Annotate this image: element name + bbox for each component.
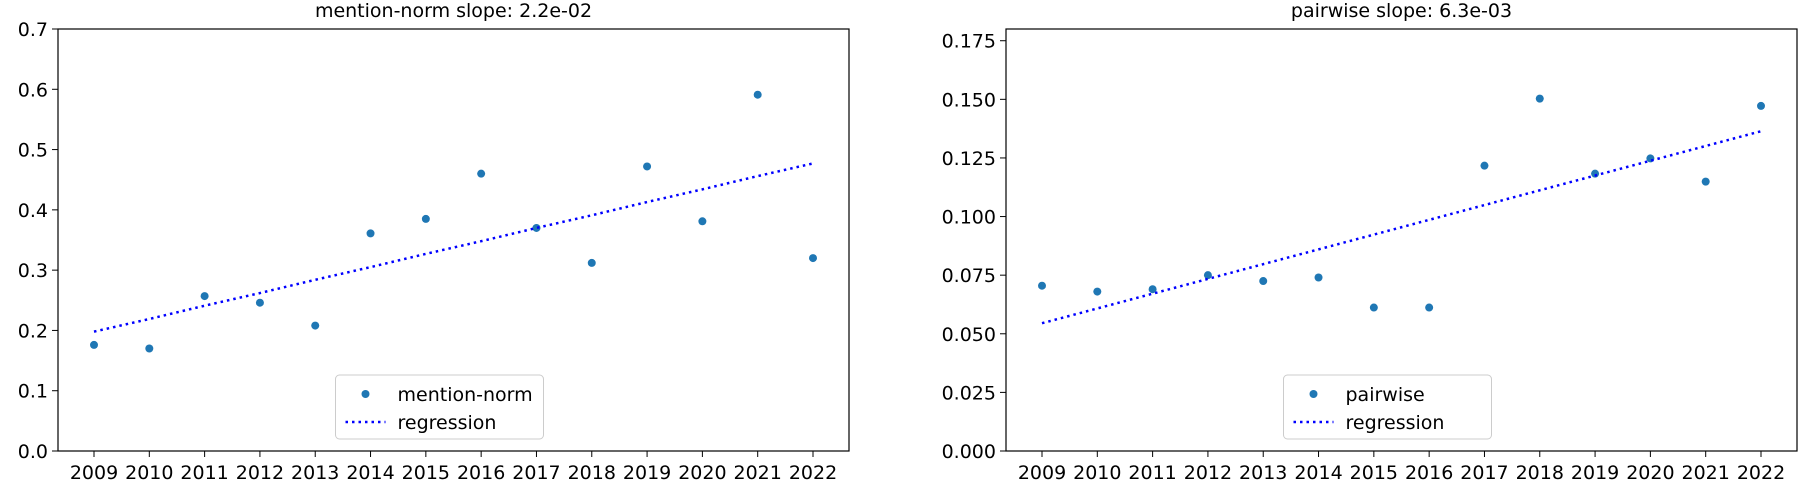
x-tick-label: 2017 xyxy=(512,462,560,484)
x-tick-label: 2012 xyxy=(1184,462,1232,484)
data-point xyxy=(1369,303,1378,312)
data-point xyxy=(753,90,762,99)
x-tick-label: 2013 xyxy=(1239,462,1287,484)
data-point xyxy=(809,254,817,263)
y-tick-label: 0.000 xyxy=(942,441,996,463)
x-tick-label: 2021 xyxy=(1682,462,1730,484)
data-point xyxy=(698,217,707,226)
data-point xyxy=(200,292,209,301)
data-point xyxy=(421,214,430,223)
data-point xyxy=(145,344,154,353)
data-point xyxy=(643,162,652,171)
y-tick-label: 0.5 xyxy=(18,140,48,162)
data-point xyxy=(1203,271,1212,280)
x-tick-label: 2018 xyxy=(1516,462,1564,484)
x-tick-label: 2019 xyxy=(1571,462,1619,484)
data-point xyxy=(1148,285,1157,294)
x-tick-label: 2009 xyxy=(1018,462,1066,484)
y-tick-label: 0.075 xyxy=(942,265,996,287)
x-tick-label: 2019 xyxy=(623,462,671,484)
legend-label: mention-norm xyxy=(398,384,533,406)
y-tick-label: 0.025 xyxy=(942,382,996,404)
data-point xyxy=(1535,94,1544,103)
chart-panel-1: mention-norm slope: 2.2e-02 2009 2010 2011 2… xyxy=(18,0,850,484)
legend: mention-norm regression xyxy=(335,374,544,440)
data-point xyxy=(255,298,264,307)
y-tick-label: 0.0 xyxy=(18,441,48,463)
y-tick-label: 0.100 xyxy=(942,207,996,229)
legend-point-marker xyxy=(1309,390,1318,398)
x-tick-label: 2016 xyxy=(1405,462,1453,484)
data-point xyxy=(366,229,375,238)
data-point xyxy=(1093,287,1102,296)
x-tick-label: 2011 xyxy=(180,462,228,484)
data-point xyxy=(1701,177,1710,186)
legend-box xyxy=(335,374,544,440)
x-tick-label: 2018 xyxy=(568,462,616,484)
x-tick-label: 2017 xyxy=(1460,462,1508,484)
x-tick-label: 2022 xyxy=(789,462,837,484)
x-tick-label: 2021 xyxy=(734,462,782,484)
legend-label: pairwise xyxy=(1346,384,1425,406)
regression-line xyxy=(93,162,814,333)
legend-label: regression xyxy=(398,412,497,434)
data-point xyxy=(1480,161,1489,170)
y-tick-label: 0.7 xyxy=(18,19,48,41)
data-point xyxy=(477,169,486,178)
data-point xyxy=(1259,277,1268,286)
y-tick-label: 0.050 xyxy=(942,324,996,346)
x-tick-label: 2010 xyxy=(125,462,173,484)
y-tick-label: 0.1 xyxy=(18,381,48,403)
data-point xyxy=(90,340,98,349)
data-point xyxy=(311,321,320,330)
plot-frame xyxy=(57,28,850,452)
x-tick-label: 2016 xyxy=(457,462,505,484)
x-tick-label: 2015 xyxy=(1350,462,1398,484)
plot-frame xyxy=(1005,28,1798,452)
y-tick-label: 0.4 xyxy=(18,200,48,222)
x-tick-label: 2010 xyxy=(1073,462,1121,484)
x-tick-label: 2011 xyxy=(1128,462,1176,484)
y-tick-label: 0.125 xyxy=(942,148,996,170)
legend-point-marker xyxy=(361,390,370,398)
legend-label: regression xyxy=(1346,412,1445,434)
x-tick-label: 2014 xyxy=(1294,462,1342,484)
x-tick-label: 2022 xyxy=(1737,462,1785,484)
y-tick-label: 0.3 xyxy=(18,260,48,282)
data-point xyxy=(1757,101,1765,110)
y-tick-label: 0.175 xyxy=(942,31,996,53)
y-tick-label: 0.6 xyxy=(18,79,48,101)
x-tick-label: 2013 xyxy=(291,462,339,484)
x-tick-label: 2012 xyxy=(236,462,284,484)
legend-box xyxy=(1283,374,1492,440)
data-point xyxy=(1314,273,1323,282)
chart-title: mention-norm slope: 2.2e-02 xyxy=(315,0,592,22)
regression-line xyxy=(1041,130,1762,325)
data-point xyxy=(532,223,541,232)
data-point xyxy=(587,258,596,267)
x-tick-label: 2020 xyxy=(1626,462,1674,484)
y-tick-label: 0.2 xyxy=(18,320,48,342)
data-point xyxy=(1038,281,1046,290)
x-tick-label: 2009 xyxy=(70,462,118,484)
chart-panel-2: pairwise slope: 6.3e-03 2009 2010 2011 2012 2… xyxy=(942,0,1798,484)
data-point xyxy=(1425,303,1434,312)
x-tick-label: 2020 xyxy=(678,462,726,484)
legend: pairwise regression xyxy=(1283,374,1492,440)
x-tick-label: 2015 xyxy=(402,462,450,484)
chart-title: pairwise slope: 6.3e-03 xyxy=(1291,0,1512,22)
y-tick-label: 0.150 xyxy=(942,89,996,111)
x-tick-label: 2014 xyxy=(346,462,394,484)
